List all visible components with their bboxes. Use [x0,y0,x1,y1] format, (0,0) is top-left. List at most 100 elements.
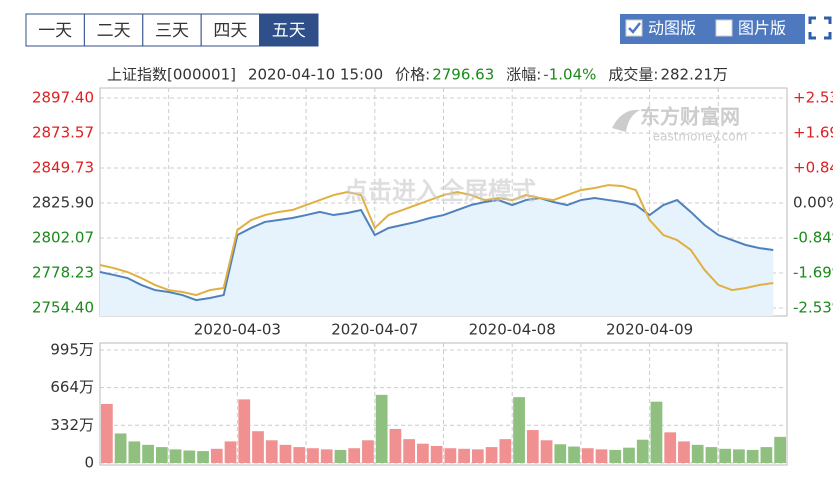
volume-bar [650,401,663,463]
volume-bar [128,441,141,463]
volume-bar [279,444,292,463]
tab[interactable] [83,13,144,47]
volume-bar [238,399,251,463]
volume-bar [471,449,484,463]
volume-bar [348,448,361,463]
volume-bar [540,440,553,463]
y2-tick-label: +1.69% [793,123,833,141]
volume-bar [307,448,319,463]
x-tick-label: 2020-04-03 [194,321,281,339]
volume-bar [169,449,182,463]
volume-tick-label: 664万 [50,378,94,396]
tab-label: 四天 [213,21,247,41]
y2-tick-label: +0.84% [793,159,833,177]
x-tick-label: 2020-04-09 [606,321,693,339]
watermark-logo [612,109,640,132]
y-tick-label: 2825.90 [32,194,94,212]
info-symbol: 上证指数[000001] [107,66,236,84]
volume-bar [568,446,580,463]
volume-tick-label: 995万 [50,341,94,359]
volume-bar [197,451,209,463]
line-0 [99,196,774,302]
tab-label: 三天 [155,21,189,41]
info-price-label: 价格: [395,66,430,84]
y-tick-label: 2802.07 [32,228,94,246]
volume-tick-label: 332万 [50,416,94,434]
info-volume: 282.21万 [660,66,728,84]
volume-bar [678,441,690,463]
volume-bar [430,445,443,463]
info-price: 2796.63 [432,66,494,84]
volume-bar [375,394,388,463]
volume-bar [526,430,539,463]
volume-bar [252,431,264,463]
volume-bar [623,447,635,463]
line-1 [99,184,774,297]
volume-bar [458,448,470,463]
volume-bar [293,447,306,463]
y2-tick-label: -1.69% [793,264,833,282]
info-time: 2020-04-10 15:00 [248,66,383,84]
volume-bar [403,439,416,463]
tab[interactable] [25,13,85,47]
volume-bar [485,447,498,463]
volume-bar [183,450,196,463]
volume-bar [664,432,677,463]
y2-tick-label: -0.84% [793,228,833,246]
volume-bar [265,440,278,463]
volume-bar [362,440,374,463]
volume-bar [155,447,168,463]
y2-tick-label: 0.00% [793,194,833,212]
toggle-bar [620,14,805,44]
volume-bar [746,449,759,463]
volume-bar [636,439,649,463]
volume-bar [389,428,402,463]
volume-bar [760,447,773,463]
volume-bar [142,444,154,463]
checkbox[interactable] [715,19,733,37]
volume-bar [334,449,347,463]
tab-label: 二天 [97,21,131,41]
y-tick-label: 2873.57 [32,123,94,141]
volume-bar [224,441,237,463]
volume-bar [554,444,567,463]
fullscreen-corners [808,16,832,40]
volume-bar [609,449,622,463]
info-volume-label: 成交量: [608,66,658,84]
volume-bar [101,403,113,463]
y-tick-label: 2754.40 [32,299,94,317]
toggle-label: 图片版 [738,19,786,38]
overlay-text[interactable]: 点击进入全屏模式 [344,177,536,205]
volume-bar [719,448,732,463]
checkmark [628,22,641,34]
info-change: -1.04% [543,66,596,84]
x-tick-label: 2020-04-07 [331,321,418,339]
volume-bar [114,433,127,463]
checkbox[interactable] [625,19,643,37]
volume-bar [691,444,704,463]
y-tick-label: 2897.40 [32,89,94,107]
y2-tick-label: +2.53% [793,89,833,107]
tab-label: 一天 [38,21,72,41]
volume-bar [320,449,333,463]
volume-bar [210,448,223,463]
tab-selected[interactable] [259,13,319,47]
toggle-label: 动图版 [648,19,696,38]
tab-label: 五天 [272,21,306,41]
volume-bar [595,449,608,463]
fullscreen-icon[interactable] [808,16,832,40]
y-tick-label: 2849.73 [32,159,94,177]
tab[interactable] [200,13,261,47]
y-tick-label: 2778.23 [32,264,94,282]
volume-bar [513,397,525,463]
watermark-sub: eastmoney.com [653,130,748,144]
price-area [100,198,774,316]
volume-bar [774,436,786,463]
watermark: 东方财富网 [640,105,740,129]
x-tick-label: 2020-04-08 [469,321,556,339]
volume-bar [705,447,718,463]
volume-bar [733,449,745,463]
y2-tick-label: -2.53% [793,299,833,317]
volume-bar [499,439,512,463]
